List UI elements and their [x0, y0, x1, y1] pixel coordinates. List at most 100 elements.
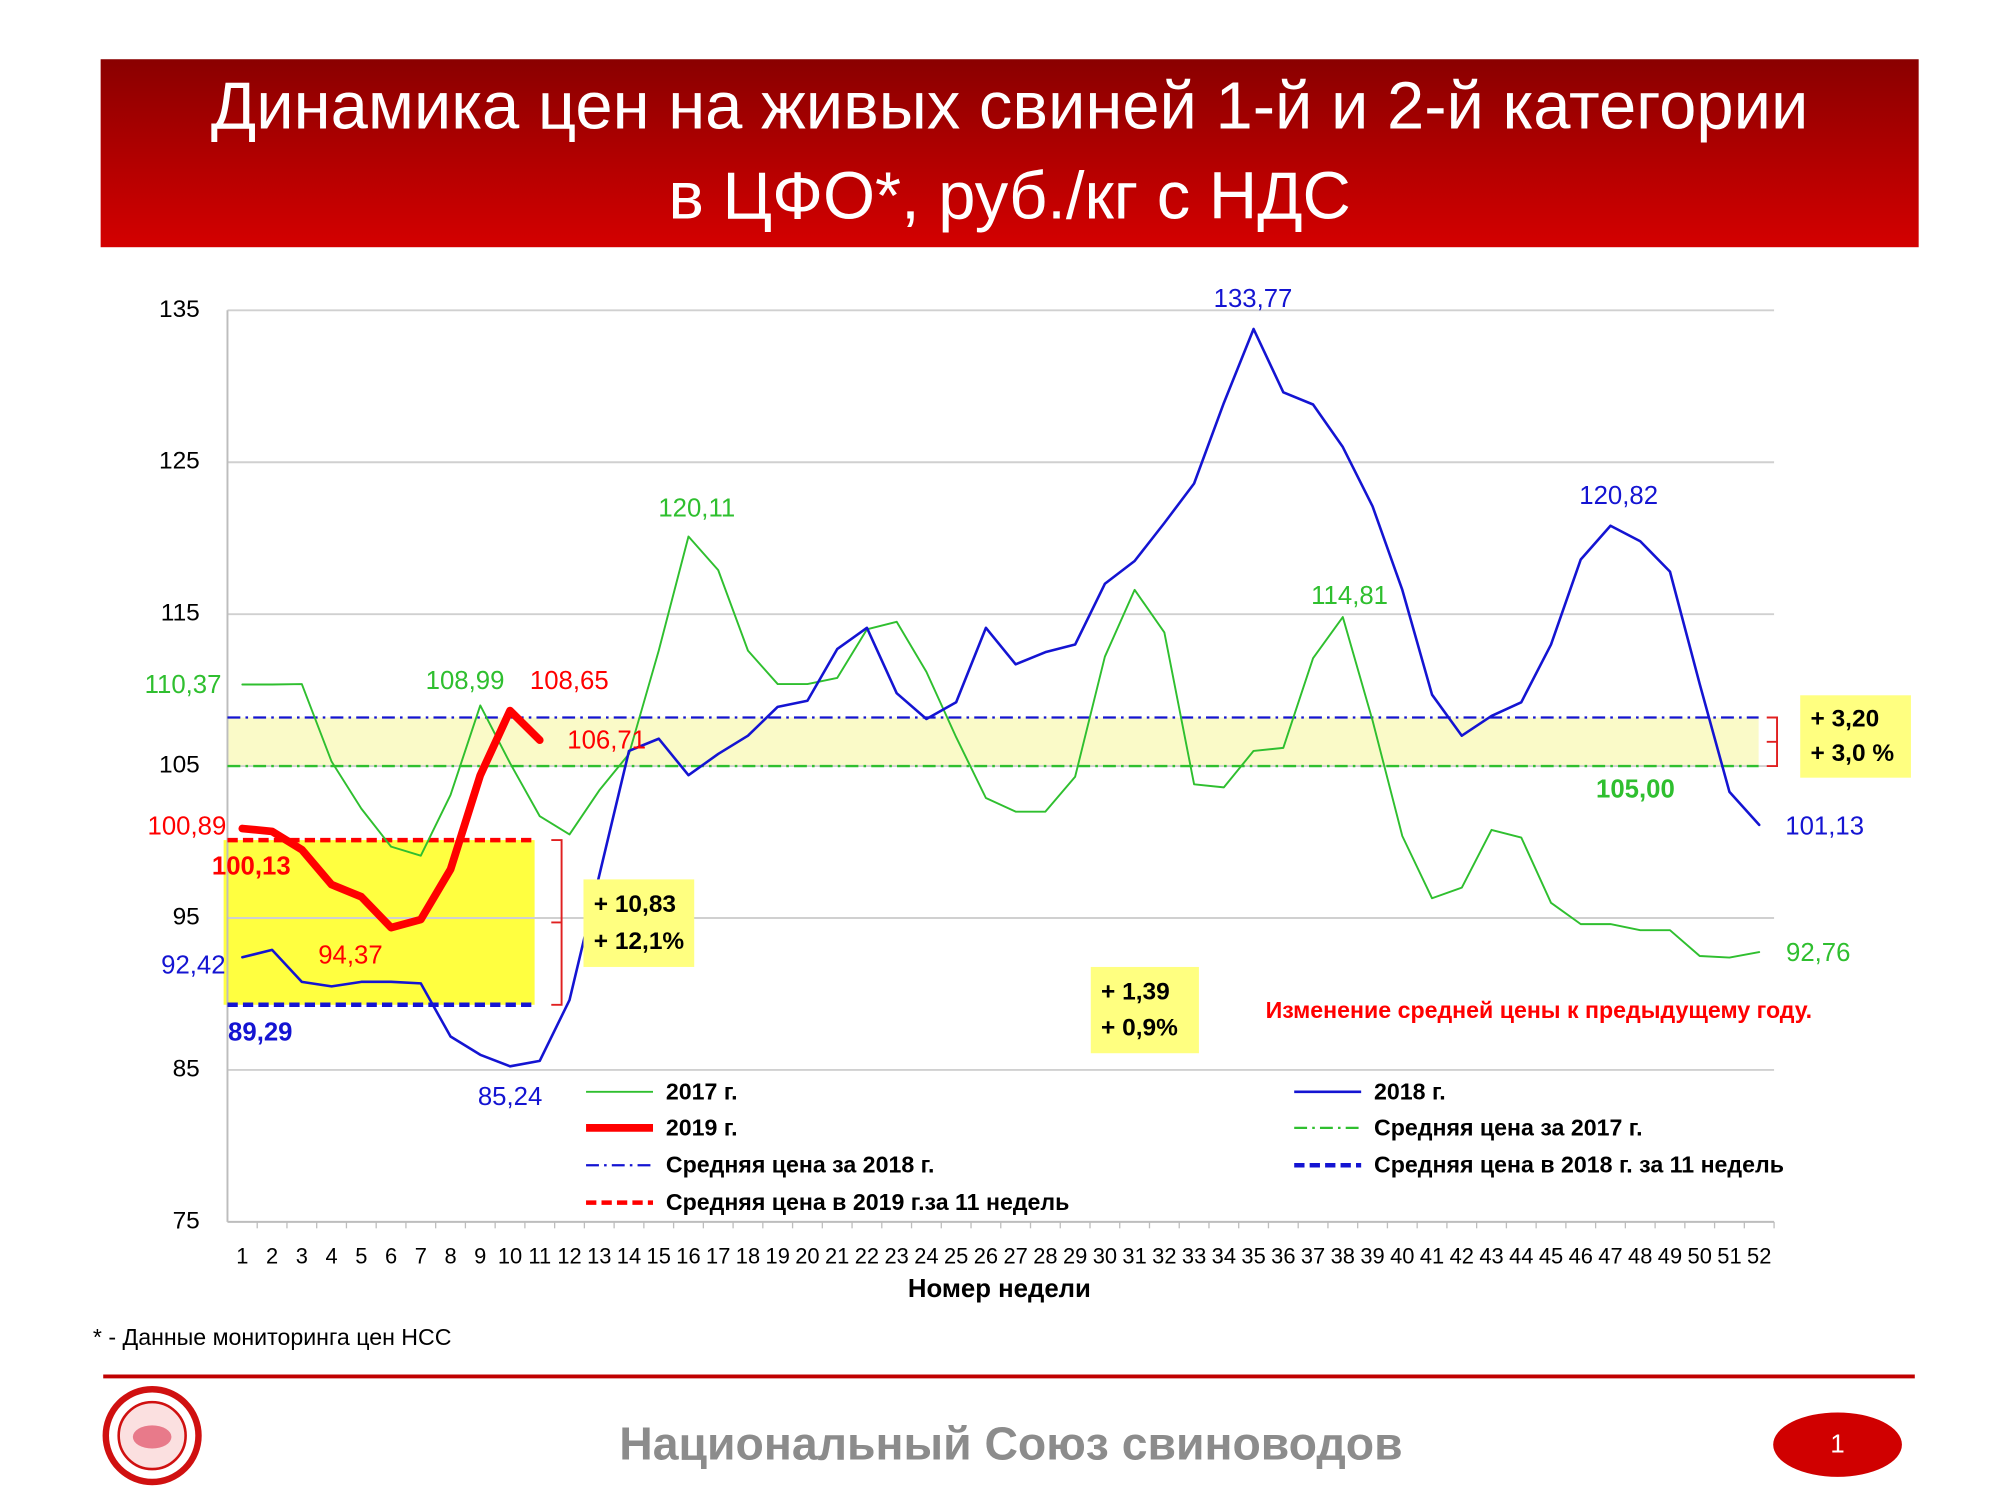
x-tick-label: 2 — [266, 1244, 278, 1269]
x-tick-label: 40 — [1390, 1244, 1414, 1269]
legend-label: 2017 г. — [666, 1078, 738, 1104]
x-tick-label: 12 — [557, 1244, 581, 1269]
x-tick-label: 27 — [1003, 1244, 1027, 1269]
footnote: * - Данные мониторинга цен НСС — [93, 1324, 452, 1350]
footer-organization: Национальный Союз свиноводов — [619, 1417, 1402, 1469]
annotation-text: + 12,1% — [594, 928, 685, 955]
value-label: 120,82 — [1579, 482, 1658, 510]
x-tick-label: 39 — [1360, 1244, 1384, 1269]
y-tick-label: 135 — [159, 296, 200, 323]
x-tick-label: 30 — [1093, 1244, 1117, 1269]
value-label: 94,37 — [318, 941, 382, 969]
x-tick-label: 42 — [1450, 1244, 1474, 1269]
x-tick-label: 5 — [355, 1244, 367, 1269]
header-band — [100, 59, 1919, 248]
x-tick-label: 14 — [617, 1244, 641, 1269]
eleven-week-band — [223, 840, 535, 1005]
x-tick-label: 17 — [706, 1244, 730, 1269]
x-tick-label: 47 — [1598, 1244, 1622, 1269]
bracket — [1766, 716, 1779, 768]
x-tick-label: 18 — [736, 1244, 760, 1269]
x-tick-label: 15 — [647, 1244, 671, 1269]
value-label: 114,81 — [1311, 582, 1388, 610]
value-label: 92,76 — [1786, 939, 1850, 967]
x-tick-label: 35 — [1241, 1244, 1265, 1269]
note: Изменение средней цены к предыдущему год… — [1266, 997, 1812, 1023]
x-tick-label: 50 — [1688, 1244, 1712, 1269]
x-tick-label: 43 — [1479, 1244, 1503, 1269]
annotation-text: + 1,39 — [1101, 978, 1170, 1005]
x-tick-label: 29 — [1063, 1244, 1087, 1269]
x-tick-label: 7 — [415, 1244, 427, 1269]
legend-label: 2019 г. — [666, 1114, 738, 1140]
x-tick-label: 25 — [944, 1244, 968, 1269]
page-number: 1 — [1830, 1431, 1844, 1459]
chart-title: Динамика цен на живых свиней 1-й и 2-й к… — [211, 68, 1808, 143]
x-tick-label: 6 — [385, 1244, 397, 1269]
average-band — [227, 717, 1759, 767]
annotation-text: + 3,0 % — [1811, 740, 1895, 767]
x-tick-label: 10 — [498, 1244, 522, 1269]
x-tick-label: 37 — [1301, 1244, 1325, 1269]
series-line — [238, 706, 544, 932]
x-tick-label: 21 — [825, 1244, 849, 1269]
y-tick-label: 85 — [173, 1055, 200, 1082]
chart-subtitle: в ЦФО*, руб./кг с НДС — [668, 159, 1350, 234]
x-tick-label: 3 — [296, 1244, 308, 1269]
legend-label: Средняя цена в 2018 г. за 11 недель — [1374, 1152, 1784, 1178]
x-tick-label: 24 — [914, 1244, 938, 1269]
x-tick-label: 31 — [1122, 1244, 1146, 1269]
x-tick-label: 13 — [587, 1244, 611, 1269]
legend-label: 2018 г. — [1374, 1078, 1446, 1104]
annotation-box — [1800, 695, 1911, 778]
value-label: 133,77 — [1214, 285, 1293, 313]
x-axis-title: Номер недели — [908, 1275, 1091, 1303]
x-tick-label: 44 — [1509, 1244, 1533, 1269]
x-tick-label: 33 — [1182, 1244, 1206, 1269]
value-label: 92,42 — [161, 952, 225, 980]
x-tick-label: 52 — [1747, 1244, 1771, 1269]
series-line — [241, 327, 1761, 1068]
x-tick-label: 45 — [1539, 1244, 1563, 1269]
legend-label: Средняя цена за 2018 г. — [666, 1152, 935, 1178]
x-tick-label: 41 — [1420, 1244, 1444, 1269]
value-label: 100,89 — [148, 813, 227, 841]
y-tick-label: 125 — [159, 448, 200, 475]
annotation-text: + 3,20 — [1811, 705, 1880, 732]
x-tick-label: 23 — [885, 1244, 909, 1269]
x-tick-label: 48 — [1628, 1244, 1652, 1269]
bracket — [551, 839, 563, 1006]
value-label: 85,24 — [478, 1083, 542, 1111]
page-badge — [1773, 1412, 1902, 1477]
x-tick-label: 28 — [1033, 1244, 1057, 1269]
x-tick-label: 38 — [1331, 1244, 1355, 1269]
x-tick-label: 26 — [974, 1244, 998, 1269]
value-label: 106,71 — [567, 726, 646, 754]
x-tick-label: 49 — [1658, 1244, 1682, 1269]
x-tick-label: 11 — [528, 1244, 551, 1269]
x-tick-label: 22 — [855, 1244, 879, 1269]
x-tick-label: 20 — [795, 1244, 819, 1269]
x-tick-label: 19 — [766, 1244, 790, 1269]
reference-label: 100,13 — [212, 853, 291, 881]
annotation-text: + 0,9% — [1101, 1015, 1178, 1042]
x-tick-label: 9 — [474, 1244, 486, 1269]
legend-label: Средняя цена в 2019 г.за 11 недель — [666, 1189, 1070, 1215]
x-tick-label: 51 — [1717, 1244, 1741, 1269]
value-label: 110,37 — [145, 671, 222, 699]
value-label: 108,99 — [426, 667, 505, 695]
value-label: 120,11 — [658, 495, 735, 523]
y-tick-label: 115 — [161, 600, 200, 627]
y-tick-label: 75 — [173, 1207, 200, 1234]
x-tick-label: 32 — [1152, 1244, 1176, 1269]
annotation-box — [583, 879, 695, 967]
value-label: 108,65 — [530, 667, 609, 695]
value-label: 101,13 — [1785, 813, 1864, 841]
logo — [102, 1386, 202, 1486]
y-tick-label: 105 — [159, 752, 200, 779]
annotation-text: + 10,83 — [594, 891, 676, 918]
x-tick-label: 1 — [236, 1244, 248, 1269]
x-tick-label: 16 — [676, 1244, 700, 1269]
